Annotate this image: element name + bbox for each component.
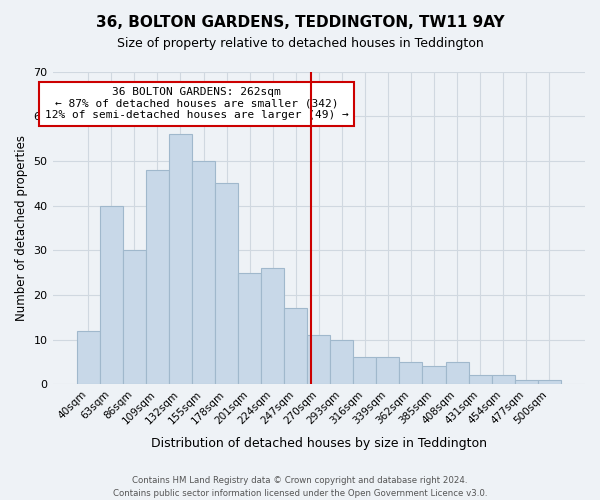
Bar <box>422 366 446 384</box>
Bar <box>491 375 515 384</box>
Bar <box>192 161 215 384</box>
Bar <box>538 380 561 384</box>
Bar <box>261 268 284 384</box>
Bar <box>123 250 146 384</box>
X-axis label: Distribution of detached houses by size in Teddington: Distribution of detached houses by size … <box>151 437 487 450</box>
Text: 36, BOLTON GARDENS, TEDDINGTON, TW11 9AY: 36, BOLTON GARDENS, TEDDINGTON, TW11 9AY <box>95 15 505 30</box>
Bar <box>215 183 238 384</box>
Bar <box>353 358 376 384</box>
Bar <box>400 362 422 384</box>
Bar <box>515 380 538 384</box>
Bar <box>376 358 400 384</box>
Bar <box>146 170 169 384</box>
Bar <box>469 375 491 384</box>
Bar <box>446 362 469 384</box>
Bar <box>307 335 330 384</box>
Bar <box>169 134 192 384</box>
Bar <box>238 272 261 384</box>
Y-axis label: Number of detached properties: Number of detached properties <box>15 135 28 321</box>
Text: 36 BOLTON GARDENS: 262sqm
← 87% of detached houses are smaller (342)
12% of semi: 36 BOLTON GARDENS: 262sqm ← 87% of detac… <box>45 87 349 120</box>
Bar <box>77 330 100 384</box>
Bar <box>284 308 307 384</box>
Bar <box>330 340 353 384</box>
Text: Contains HM Land Registry data © Crown copyright and database right 2024.
Contai: Contains HM Land Registry data © Crown c… <box>113 476 487 498</box>
Text: Size of property relative to detached houses in Teddington: Size of property relative to detached ho… <box>116 38 484 51</box>
Bar <box>100 206 123 384</box>
